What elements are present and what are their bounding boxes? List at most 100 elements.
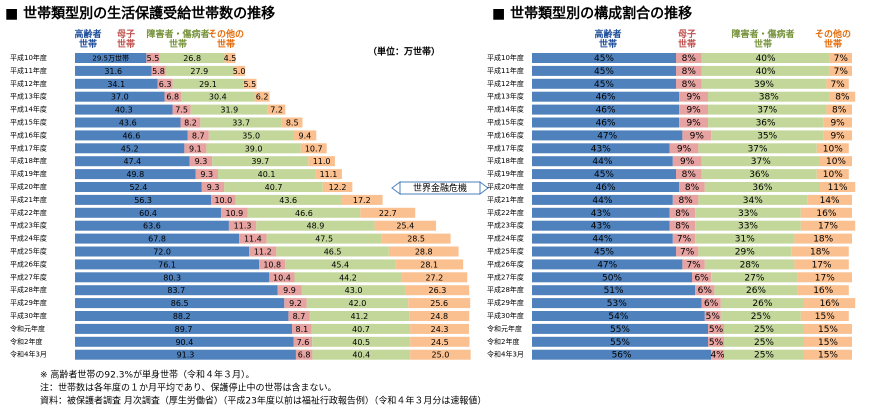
bar bbox=[172, 78, 244, 89]
bar bbox=[401, 272, 468, 283]
bar bbox=[724, 336, 804, 347]
value-label: 46.6 bbox=[295, 209, 313, 218]
value-label: 10.7 bbox=[305, 144, 323, 153]
value-label: 51% bbox=[604, 286, 624, 296]
value-label: 60.4 bbox=[139, 209, 157, 218]
bar bbox=[676, 246, 699, 257]
bar bbox=[180, 91, 255, 102]
value-label: 6% bbox=[698, 286, 713, 296]
value-label: 24.8 bbox=[430, 312, 448, 321]
bar bbox=[75, 53, 147, 63]
value-label: 15% bbox=[815, 312, 835, 322]
y-tick-label: 平成29年度 bbox=[487, 298, 524, 307]
value-label: 38% bbox=[759, 93, 779, 103]
bar bbox=[172, 104, 191, 115]
value-label: 37% bbox=[748, 144, 768, 154]
value-label: 31.9 bbox=[220, 106, 238, 115]
value-label: 9.3 bbox=[195, 157, 208, 166]
bar bbox=[807, 194, 852, 205]
bar bbox=[75, 78, 158, 89]
value-label: 6% bbox=[704, 299, 719, 309]
value-label: 45.2 bbox=[121, 144, 139, 153]
bar bbox=[701, 53, 830, 63]
bar bbox=[75, 259, 260, 270]
bar bbox=[829, 53, 852, 63]
bar bbox=[682, 259, 705, 270]
value-label: 28% bbox=[740, 260, 760, 270]
bar bbox=[532, 311, 705, 321]
bar bbox=[672, 233, 696, 244]
value-label: 44% bbox=[592, 235, 612, 245]
bar bbox=[826, 104, 852, 115]
chart-title: ■ 世帯類型別の生活保護受給世帯数の推移 bbox=[5, 5, 275, 22]
y-tick-label: 令和2年度 bbox=[10, 337, 42, 346]
value-label: 35.0 bbox=[242, 131, 260, 140]
bar bbox=[804, 323, 852, 334]
bar bbox=[695, 285, 715, 296]
value-label: 31% bbox=[735, 235, 755, 245]
y-tick-label: 平成12年度 bbox=[487, 79, 524, 88]
bar bbox=[295, 349, 313, 360]
bar bbox=[75, 285, 278, 296]
bar bbox=[309, 311, 410, 321]
bar bbox=[800, 311, 849, 321]
bar bbox=[679, 117, 708, 128]
value-label: 15% bbox=[818, 338, 838, 348]
bar bbox=[224, 53, 236, 63]
legend-entry: 高齢者 世帯 bbox=[74, 30, 102, 50]
bar bbox=[381, 233, 451, 244]
bar bbox=[293, 130, 317, 141]
bar bbox=[75, 311, 289, 321]
bar bbox=[284, 298, 307, 309]
y-tick-label: 平成27年度 bbox=[487, 272, 524, 281]
value-label: 52.4 bbox=[129, 183, 147, 192]
bar bbox=[360, 207, 416, 218]
y-tick-label: 平成10年度 bbox=[10, 53, 47, 62]
value-label: 8% bbox=[682, 80, 697, 90]
bar bbox=[75, 65, 152, 76]
bar bbox=[228, 220, 257, 231]
value-label: 11.0 bbox=[313, 157, 331, 166]
y-tick-label: 令和元年度 bbox=[10, 324, 45, 333]
bar bbox=[800, 207, 852, 218]
value-label: 8% bbox=[678, 196, 693, 206]
bar bbox=[708, 117, 824, 128]
bar bbox=[247, 207, 361, 218]
bar bbox=[254, 91, 270, 102]
bar bbox=[75, 182, 202, 192]
y-tick-label: 平成11年度 bbox=[487, 66, 524, 75]
value-label: 26.3 bbox=[428, 286, 446, 295]
y-tick-label: 平成24年度 bbox=[487, 234, 524, 243]
value-label: 29% bbox=[735, 248, 755, 258]
bar bbox=[75, 143, 185, 154]
value-label: 15% bbox=[818, 351, 838, 361]
y-tick-label: 平成27年度 bbox=[10, 272, 47, 281]
bar bbox=[75, 117, 181, 128]
bar bbox=[164, 91, 181, 102]
value-label: 43% bbox=[591, 144, 611, 154]
value-label: 40.7 bbox=[352, 325, 370, 334]
bar bbox=[711, 349, 724, 360]
value-label: 8% bbox=[835, 93, 850, 103]
bar bbox=[669, 207, 696, 218]
value-label: 5.0 bbox=[233, 67, 246, 76]
bar bbox=[679, 182, 705, 192]
bar bbox=[256, 220, 375, 231]
value-label: 25% bbox=[754, 338, 774, 348]
y-tick-label: 平成13年度 bbox=[10, 92, 47, 101]
value-label: 91.3 bbox=[177, 351, 195, 360]
bar bbox=[797, 272, 852, 283]
bar bbox=[816, 143, 849, 154]
y-tick-label: 平成19年度 bbox=[10, 169, 47, 178]
value-label: 8.7 bbox=[293, 312, 306, 321]
value-label: 5% bbox=[709, 325, 724, 335]
bar bbox=[698, 246, 792, 257]
bar bbox=[410, 349, 471, 360]
chart-title: ■ 世帯類型別の構成割合の推移 bbox=[492, 5, 692, 22]
value-label: 7% bbox=[686, 260, 701, 270]
bar bbox=[804, 349, 852, 360]
value-label: 10.0 bbox=[214, 196, 232, 205]
value-label: 76.1 bbox=[158, 260, 176, 269]
bar bbox=[75, 169, 196, 180]
